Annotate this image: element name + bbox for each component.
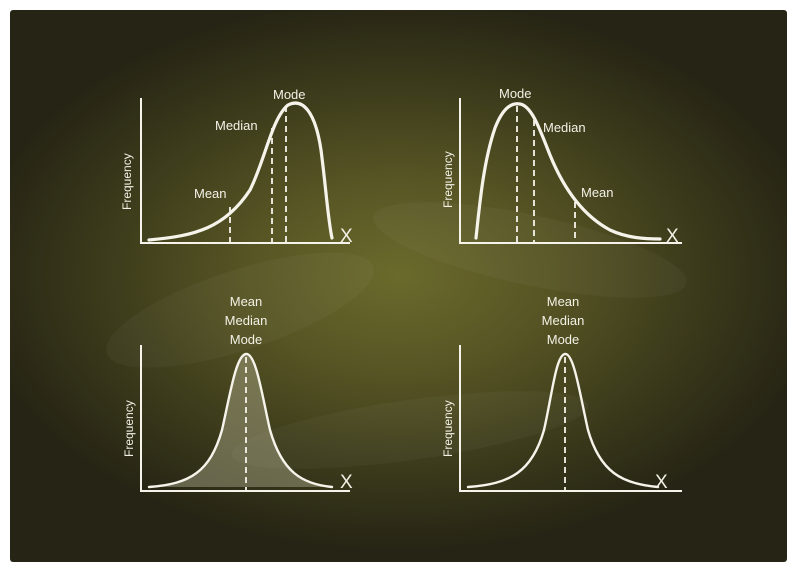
panel-3-y-label: Frequency xyxy=(122,400,136,457)
panel-2-y-label: Frequency xyxy=(441,151,455,208)
distribution-diagram: Mean Median Mode X Frequency Mode Median… xyxy=(120,86,682,493)
panel-4-x-label: X xyxy=(655,472,668,493)
panel-1-axes xyxy=(140,98,350,244)
panel-2-mode-label: Mode xyxy=(499,86,532,101)
panel-1-mean-label: Mean xyxy=(194,186,227,201)
panel-3-axes xyxy=(140,345,350,492)
panel-2-x-label: X xyxy=(666,226,679,247)
panel-1-median-label: Median xyxy=(215,118,258,133)
panel-right-skewed: Mode Median Mean X Frequency xyxy=(441,86,682,247)
panel-3-mode-label: Mode xyxy=(230,332,263,347)
panel-2-curve xyxy=(474,102,662,241)
panel-1-y-label: Frequency xyxy=(120,153,134,210)
panel-3-curve xyxy=(147,352,334,489)
chalkboard: Mean Median Mode X Frequency Mode Median… xyxy=(10,10,787,562)
panel-3-fill xyxy=(149,353,332,487)
panel-symmetric-outline: Mean Median Mode X Frequency xyxy=(441,294,682,493)
panel-2-axes xyxy=(459,98,682,244)
panel-3-x-label: X xyxy=(340,472,353,493)
panel-4-median-label: Median xyxy=(542,313,585,328)
panel-symmetric-filled: Mean Median Mode X Frequency xyxy=(122,294,353,493)
panel-2-median-label: Median xyxy=(543,120,586,135)
panel-left-skewed: Mean Median Mode X Frequency xyxy=(120,87,353,247)
panel-4-curve xyxy=(466,352,660,489)
panel-1-x-label: X xyxy=(340,226,353,247)
panel-4-axes xyxy=(459,345,682,492)
panel-4-y-label: Frequency xyxy=(441,400,455,457)
panel-3-mean-label: Mean xyxy=(230,294,263,309)
panel-3-median-label: Median xyxy=(225,313,268,328)
panel-4-mode-label: Mode xyxy=(547,332,580,347)
panel-2-mean-label: Mean xyxy=(581,185,614,200)
panel-4-mean-label: Mean xyxy=(547,294,580,309)
panel-1-mode-label: Mode xyxy=(273,87,306,102)
